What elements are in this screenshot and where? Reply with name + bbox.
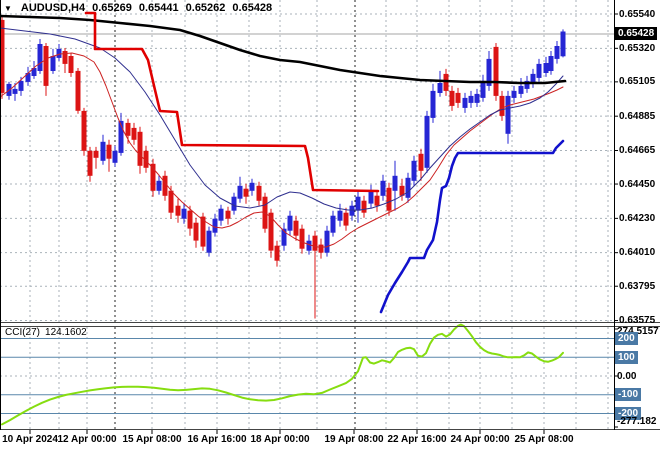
- date-axis-label: 18 Apr 00:00: [250, 434, 310, 445]
- cci-level-badge: -100: [615, 388, 642, 401]
- symbol-period-label: AUDUSD,H4: [20, 2, 86, 14]
- date-axis-label: 12 Apr 00:00: [57, 434, 117, 445]
- price-axis-label: 0.63575: [619, 315, 656, 326]
- price-axis-label: 0.64230: [619, 213, 656, 224]
- long-ma-line: [0, 14, 567, 85]
- price-axis-label: 0.64450: [619, 179, 656, 190]
- date-axis-label: 15 Apr 08:00: [122, 434, 182, 445]
- open-value: 0.65269: [92, 2, 132, 14]
- down-trailing-stop-line: [84, 11, 380, 193]
- cci-level-badge: 200: [615, 332, 638, 345]
- cci-indicator-value: 124.1602: [45, 327, 87, 338]
- cci-axis-label: -277.182: [617, 416, 657, 427]
- low-value: 0.65262: [185, 2, 226, 14]
- price-axis-label: 0.65105: [619, 76, 656, 87]
- ohlc-header: ▼ AUDUSD,H4 0.65269 0.65441 0.65262 0.65…: [4, 2, 272, 14]
- cci-line: [1, 323, 564, 426]
- slow-ma-line: [0, 27, 564, 211]
- date-axis-label: 19 Apr 08:00: [324, 434, 384, 445]
- high-value: 0.65441: [138, 2, 179, 14]
- date-axis-label: 24 Apr 00:00: [450, 434, 510, 445]
- cci-axis-label: 0.00: [617, 371, 637, 382]
- price-axis-label: 0.64885: [619, 111, 656, 122]
- price-axis-label: 0.65540: [619, 9, 656, 20]
- price-axis-label: 0.65320: [619, 43, 656, 54]
- candles: [0, 16, 566, 319]
- cci-level-badge: 100: [615, 351, 638, 364]
- chart-symbol-dropdown-icon: ▼: [4, 3, 12, 13]
- date-axis-label: 10 Apr 2024: [2, 434, 58, 445]
- up-trailing-stop-line: [379, 139, 565, 314]
- cci-indicator-header: CCI(27) 124.1602: [5, 327, 87, 338]
- close-value: 0.65428: [232, 2, 273, 14]
- price-axis-label: 0.64665: [619, 145, 656, 156]
- cci-level-badge: -200: [615, 407, 642, 420]
- fast-ma-line: [0, 52, 564, 248]
- cci-indicator-label: CCI(27): [5, 327, 41, 338]
- date-axis-label: 16 Apr 16:00: [187, 434, 247, 445]
- cci-axis-label: 274.5157: [617, 326, 659, 337]
- price-axis-label: 0.63795: [619, 281, 656, 292]
- date-axis-label: 22 Apr 16:00: [387, 434, 447, 445]
- price-axis-label: 0.64010: [619, 247, 656, 258]
- date-axis-label: 25 Apr 08:00: [514, 434, 574, 445]
- current-price-badge: 0.65428: [615, 27, 658, 40]
